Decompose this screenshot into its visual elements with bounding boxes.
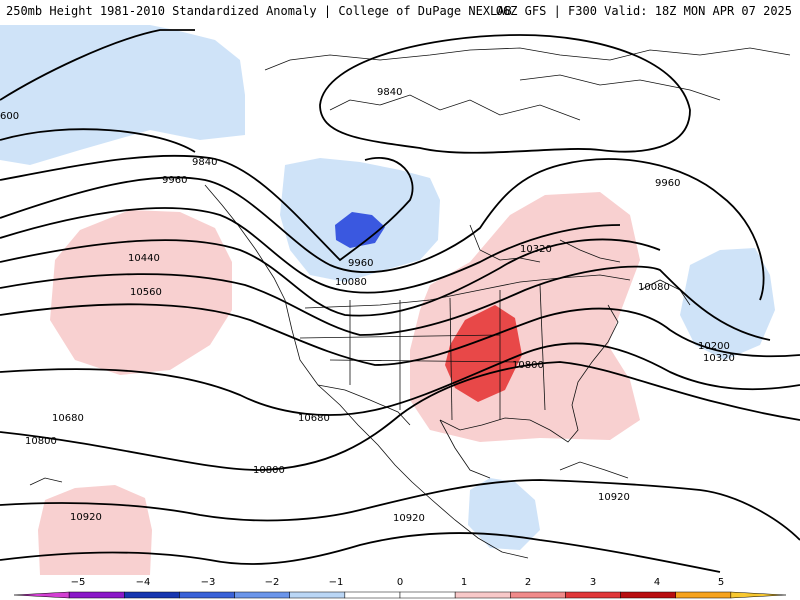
contour-label: 10440 — [128, 253, 160, 264]
anomaly-positive-region — [38, 485, 152, 575]
anomaly-negative-region — [468, 478, 540, 550]
height-contour — [0, 303, 800, 366]
height-contour — [0, 265, 771, 341]
coastline — [469, 224, 541, 263]
height-contour — [0, 158, 765, 301]
coastline — [639, 279, 691, 306]
colorbar-swatch — [234, 591, 290, 599]
contour-label: 10200 — [698, 341, 730, 352]
colorbar-swatch — [179, 591, 235, 599]
coastline — [439, 304, 619, 443]
colorbar-swatch — [730, 591, 787, 599]
contour-label: 10800 — [253, 465, 285, 476]
colorbar-tick-label: 3 — [590, 577, 596, 588]
contour-label: 9840 — [377, 87, 402, 98]
border — [299, 334, 501, 339]
height-contour — [0, 128, 196, 153]
border — [304, 274, 631, 309]
coastline — [559, 239, 621, 263]
colorbar-swatch — [454, 591, 511, 599]
map-title: 250mb Height 1981-2010 Standardized Anom… — [6, 4, 512, 18]
header: 250mb Height 1981-2010 Standardized Anom… — [0, 0, 800, 22]
contour-label: 9960 — [655, 178, 680, 189]
colorbar-tick-label: −3 — [201, 577, 216, 588]
colorbar: −5 −4 −3 −2 −1 0 1 2 3 4 5 — [13, 577, 787, 599]
colorbar-swatch — [289, 591, 346, 599]
colorbar-tick-label: −5 — [71, 577, 86, 588]
coastline — [439, 419, 491, 479]
colorbar-tick-label: 5 — [718, 577, 724, 588]
height-contour — [0, 207, 621, 294]
colorbar-tick-label: −4 — [136, 577, 151, 588]
contour-label: 9960 — [162, 175, 187, 186]
coastline — [519, 74, 721, 101]
height-contours — [0, 29, 800, 573]
contour-label: 10680 — [298, 413, 330, 424]
height-contour — [0, 532, 721, 573]
colorbar-swatch — [399, 591, 456, 599]
colorbar-swatch — [510, 591, 566, 599]
contour-labels: 600 9840 9840 9960 9960 9960 10080 10080… — [0, 87, 735, 524]
colorbar-tick-label: 4 — [654, 577, 660, 588]
height-contour — [0, 361, 800, 471]
colorbar-tick-label: −1 — [329, 577, 344, 588]
contour-label: 10560 — [130, 287, 162, 298]
anomaly-positive-region — [50, 210, 232, 375]
map-panel: 600 9840 9840 9960 9960 9960 10080 10080… — [0, 22, 800, 575]
height-contour — [0, 479, 800, 541]
contour-label: 10080 — [335, 277, 367, 288]
colorbar-tick-label: −2 — [265, 577, 280, 588]
contour-label: 9960 — [348, 258, 373, 269]
height-contour — [0, 342, 800, 416]
contour-label: 10320 — [520, 244, 552, 255]
border — [29, 477, 63, 486]
colorbar-swatch — [124, 591, 180, 599]
height-contour — [319, 34, 691, 154]
colorbar-swatches — [13, 591, 787, 599]
colorbar-swatch — [13, 591, 70, 599]
height-contour — [0, 29, 195, 101]
border — [449, 297, 453, 421]
colorbar-ticks: −5 −4 −3 −2 −1 0 1 2 3 4 5 — [71, 577, 725, 588]
coastline — [329, 94, 581, 121]
colorbar-swatch — [68, 591, 125, 599]
label-bg — [0, 108, 18, 122]
contour-label: 10920 — [70, 512, 102, 523]
colorbar-swatch — [565, 591, 621, 599]
contour-label: 10320 — [703, 353, 735, 364]
border — [329, 359, 521, 363]
contour-label: 10920 — [393, 513, 425, 524]
contour-label: 10080 — [638, 282, 670, 293]
height-contour — [0, 238, 661, 317]
coastlines-borders — [29, 47, 791, 559]
contour-label: 9840 — [192, 157, 217, 168]
coastline — [264, 47, 791, 71]
contour-label: 10680 — [52, 413, 84, 424]
model-run-info: 06Z GFS | F300 Valid: 18Z MON APR 07 202… — [495, 4, 792, 18]
colorbar-swatch — [620, 591, 676, 599]
contour-label: 10920 — [598, 492, 630, 503]
contour-label: 600 — [0, 111, 19, 122]
anomaly-negative-region — [680, 248, 775, 360]
height-contour — [0, 154, 414, 262]
colorbar-swatch — [675, 591, 732, 599]
border — [317, 384, 411, 426]
coastline — [204, 184, 529, 559]
colorbar-tick-label: 1 — [461, 577, 467, 588]
colorbar-tick-label: 2 — [525, 577, 531, 588]
anomaly-negative-region — [335, 212, 385, 248]
coastline — [559, 461, 629, 479]
colorbar-tick-label: 0 — [397, 577, 403, 588]
colorbar-swatch — [344, 591, 401, 599]
contour-label: 10800 — [512, 360, 544, 371]
contour-label: 10800 — [25, 436, 57, 447]
